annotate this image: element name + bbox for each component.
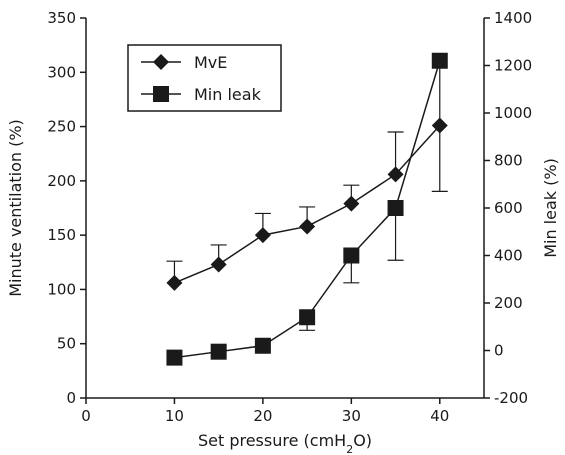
- point-diamond: [210, 256, 227, 273]
- y-right-tick-label: 400: [494, 247, 523, 265]
- y-right-tick-label: 600: [494, 199, 523, 217]
- y-left-tick-label: 100: [47, 280, 76, 298]
- y-right-tick-label: 1200: [494, 57, 532, 75]
- series-0: [166, 117, 448, 291]
- point-diamond: [166, 274, 183, 291]
- y-left-ticks: 0 50 100 150 200 250 300 350: [47, 9, 86, 407]
- y-left-axis-title: Minute ventilation (%): [6, 119, 25, 297]
- legend: MvE Min leak: [127, 44, 282, 112]
- series-layer: [166, 52, 448, 366]
- point-square: [299, 309, 316, 326]
- legend-label-mve: MvE: [194, 53, 227, 72]
- x-axis-title: Set pressure (cmH2O): [198, 431, 372, 455]
- y-left-tick-label: 50: [57, 335, 76, 353]
- x-tick-label: 30: [342, 407, 361, 425]
- y-right-tick-label: 1400: [494, 9, 532, 27]
- legend-label-min-leak: Min leak: [194, 85, 262, 104]
- point-diamond: [387, 166, 404, 183]
- y-left-tick-label: 150: [47, 226, 76, 244]
- x-tick-label: 20: [253, 407, 272, 425]
- y-right-tick-label: 800: [494, 152, 523, 170]
- y-right-axis-title: Min leak (%): [541, 158, 560, 258]
- y-left-tick-label: 200: [47, 172, 76, 190]
- x-tick-label: 40: [430, 407, 449, 425]
- y-right-tick-label: 200: [494, 294, 523, 312]
- y-right-tick-label: 1000: [494, 104, 532, 122]
- point-square: [431, 52, 448, 69]
- point-square: [210, 343, 227, 360]
- point-square: [387, 200, 404, 216]
- point-diamond: [254, 227, 271, 244]
- point-square: [343, 247, 360, 264]
- point-square: [166, 349, 183, 366]
- series-1: [166, 52, 448, 366]
- y-right-tick-label: -200: [494, 389, 528, 407]
- y-left-tick-label: 250: [47, 118, 76, 136]
- y-right-ticks: -200 0 200 400 600 800 1000 1200 1400: [484, 9, 532, 407]
- x-tick-label: 10: [165, 407, 184, 425]
- point-diamond: [299, 218, 316, 235]
- x-tick-label: 0: [81, 407, 91, 425]
- y-left-tick-label: 0: [66, 389, 76, 407]
- y-left-tick-label: 300: [47, 63, 76, 81]
- point-square: [254, 337, 271, 354]
- y-left-tick-label: 350: [47, 9, 76, 27]
- y-right-tick-label: 0: [494, 342, 504, 360]
- x-ticks: 0 10 20 30 40: [81, 398, 449, 425]
- legend-diamond-icon: [153, 54, 169, 70]
- legend-square-icon: [153, 86, 169, 102]
- point-diamond: [343, 195, 360, 212]
